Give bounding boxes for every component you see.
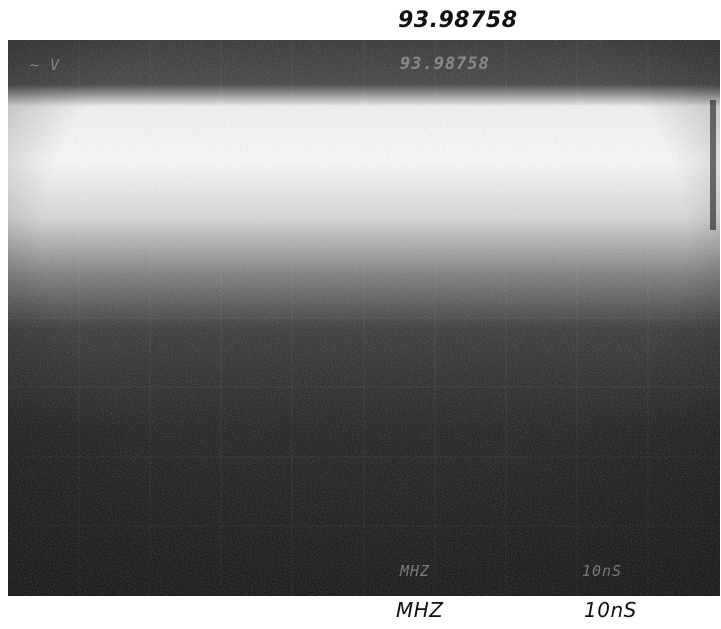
screen-time-readout: 10nS xyxy=(582,562,623,580)
time-caption: 10nS xyxy=(584,598,637,622)
screen-unit-readout: MHZ xyxy=(400,562,431,580)
oscilloscope-screen: ~ V 93.98758 MHZ 10nS xyxy=(8,40,720,596)
screen-left-marker: ~ V xyxy=(30,56,61,74)
unit-caption: MHZ xyxy=(396,598,444,622)
screen-frequency-readout: 93.98758 xyxy=(400,54,490,74)
screen-trace-graphic xyxy=(8,40,720,596)
frequency-caption: 93.98758 xyxy=(398,8,518,33)
